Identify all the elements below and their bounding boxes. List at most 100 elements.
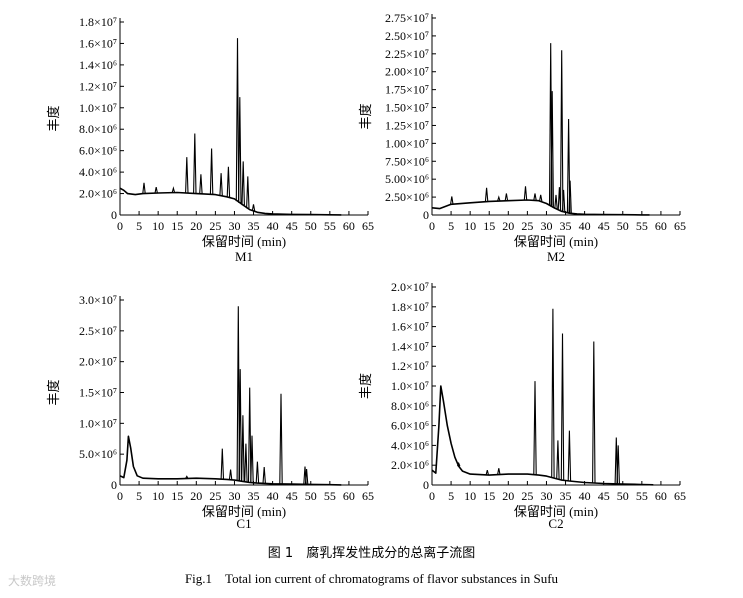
x-tick-label: 55 bbox=[324, 489, 336, 503]
y-tick-label: 2.25×10⁷ bbox=[385, 47, 429, 61]
x-tick-label: 30 bbox=[540, 219, 552, 233]
y-tick-label: 2.50×10⁶ bbox=[385, 190, 429, 204]
x-tick-label: 60 bbox=[343, 219, 355, 233]
chromatogram-peak bbox=[304, 468, 309, 485]
x-tick-label: 40 bbox=[579, 219, 591, 233]
chromatogram-peak bbox=[185, 157, 189, 194]
x-axis-label: 保留时间 (min) bbox=[202, 234, 286, 249]
x-tick-label: 65 bbox=[674, 219, 686, 233]
chromatogram-peak bbox=[250, 435, 254, 483]
x-tick-label: 50 bbox=[617, 489, 629, 503]
chromatogram-peak bbox=[255, 461, 260, 484]
chart-panel-m1: 0 5 10 15 20 25 30 35 40 45 50 55 60 6502.0×10⁶4.0×10… bbox=[46, 15, 374, 264]
chromatogram-peak bbox=[485, 469, 490, 476]
x-tick-label: 35 bbox=[248, 219, 260, 233]
chromatogram-peak bbox=[484, 187, 489, 202]
x-tick-label: 25 bbox=[209, 489, 221, 503]
y-tick-label: 1.00×10⁷ bbox=[385, 136, 429, 150]
chromatogram-peak bbox=[592, 341, 596, 484]
y-tick-label: 0 bbox=[111, 478, 117, 492]
chromatogram-peak bbox=[241, 161, 245, 206]
x-tick-label: 30 bbox=[540, 489, 552, 503]
y-axis-label: 丰度 bbox=[46, 379, 61, 405]
chromatogram-peak bbox=[456, 461, 461, 467]
y-tick-label: 1.2×10⁷ bbox=[391, 359, 429, 373]
chromatogram-peak bbox=[504, 193, 509, 201]
y-tick-label: 1.25×10⁷ bbox=[385, 118, 429, 132]
y-tick-label: 8.0×10⁶ bbox=[391, 399, 429, 413]
y-tick-label: 6.0×10⁶ bbox=[391, 419, 429, 433]
chromatogram-peak bbox=[154, 186, 158, 194]
chromatogram-peak bbox=[538, 194, 543, 202]
x-tick-label: 0 bbox=[117, 489, 123, 503]
y-tick-label: 1.75×10⁷ bbox=[385, 83, 429, 97]
chart-panel-c1: 0 5 10 15 20 25 30 35 40 45 50 55 60 6505.0×10⁶1.0×10… bbox=[46, 293, 374, 531]
chromatogram-peak bbox=[559, 50, 564, 212]
chromatogram-trace bbox=[431, 385, 654, 486]
chromatogram-peak bbox=[533, 381, 537, 475]
x-tick-label: 55 bbox=[324, 219, 336, 233]
chromatogram-peak bbox=[567, 430, 572, 482]
x-tick-label: 50 bbox=[305, 219, 317, 233]
y-axis-label: 丰度 bbox=[358, 103, 373, 129]
chromatogram-peak bbox=[554, 194, 558, 209]
chromatogram-peak bbox=[616, 445, 620, 484]
chromatogram-peak bbox=[450, 196, 454, 205]
x-tick-label: 35 bbox=[560, 219, 572, 233]
x-tick-label: 65 bbox=[362, 489, 374, 503]
x-axis-label: 保留时间 (min) bbox=[514, 504, 598, 519]
caption-english: Fig.1 Total ion current of chromatograms… bbox=[184, 571, 559, 586]
x-tick-label: 10 bbox=[152, 489, 164, 503]
chromatogram-peak bbox=[185, 475, 189, 479]
chromatogram-peak bbox=[219, 173, 223, 196]
chromatogram-peak bbox=[560, 333, 565, 481]
x-tick-label: 60 bbox=[655, 489, 667, 503]
chromatogram-peak bbox=[251, 204, 256, 212]
x-tick-label: 0 bbox=[429, 489, 435, 503]
x-tick-label: 20 bbox=[502, 219, 514, 233]
y-tick-label: 1.8×10⁷ bbox=[79, 15, 117, 29]
x-tick-label: 0 bbox=[429, 219, 435, 233]
chart-panel-c2: 0 5 10 15 20 25 30 35 40 45 50 55 60 6502.0×10⁶4.0×10… bbox=[358, 280, 686, 531]
x-tick-label: 65 bbox=[362, 219, 374, 233]
y-tick-label: 1.2×10⁷ bbox=[79, 79, 117, 93]
x-tick-label: 60 bbox=[655, 219, 667, 233]
y-tick-label: 1.6×10⁷ bbox=[391, 320, 429, 334]
chromatogram-peak bbox=[238, 97, 242, 203]
y-tick-label: 2.0×10⁷ bbox=[79, 355, 117, 369]
y-tick-label: 5.0×10⁶ bbox=[79, 447, 117, 461]
y-tick-label: 1.4×10⁶ bbox=[79, 58, 117, 72]
y-tick-label: 1.6×10⁷ bbox=[79, 36, 117, 50]
chromatogram-trace bbox=[431, 199, 650, 216]
x-tick-label: 30 bbox=[228, 219, 240, 233]
chromatogram-peak bbox=[279, 393, 283, 484]
chromatogram-peak bbox=[566, 118, 571, 214]
y-tick-label: 0 bbox=[423, 208, 429, 222]
chromatogram-peak bbox=[246, 176, 250, 209]
y-tick-label: 7.50×10⁶ bbox=[385, 154, 429, 168]
chromatogram-peak bbox=[262, 467, 266, 484]
chromatogram-peak bbox=[247, 387, 252, 483]
x-axis-label: 保留时间 (min) bbox=[514, 234, 598, 249]
x-tick-label: 40 bbox=[579, 489, 591, 503]
y-tick-label: 1.5×10⁷ bbox=[79, 386, 117, 400]
chromatogram-peak bbox=[497, 195, 501, 202]
chromatogram-peak bbox=[551, 308, 555, 478]
y-tick-label: 2.0×10⁷ bbox=[391, 280, 429, 294]
x-tick-label: 5 bbox=[448, 219, 454, 233]
x-tick-label: 25 bbox=[521, 489, 533, 503]
x-tick-label: 35 bbox=[560, 489, 572, 503]
y-tick-label: 0 bbox=[111, 208, 117, 222]
x-tick-label: 0 bbox=[117, 219, 123, 233]
chromatogram-peak bbox=[228, 469, 233, 480]
chromatogram-peak bbox=[550, 91, 554, 207]
x-tick-label: 10 bbox=[464, 219, 476, 233]
x-tick-label: 65 bbox=[674, 489, 686, 503]
x-tick-label: 55 bbox=[636, 219, 648, 233]
x-tick-label: 15 bbox=[171, 219, 183, 233]
y-tick-label: 0 bbox=[423, 478, 429, 492]
y-tick-label: 2.0×10⁶ bbox=[79, 187, 117, 201]
y-tick-label: 2.0×10⁶ bbox=[391, 458, 429, 472]
y-tick-label: 5.00×10⁶ bbox=[385, 172, 429, 186]
x-tick-label: 20 bbox=[190, 489, 202, 503]
